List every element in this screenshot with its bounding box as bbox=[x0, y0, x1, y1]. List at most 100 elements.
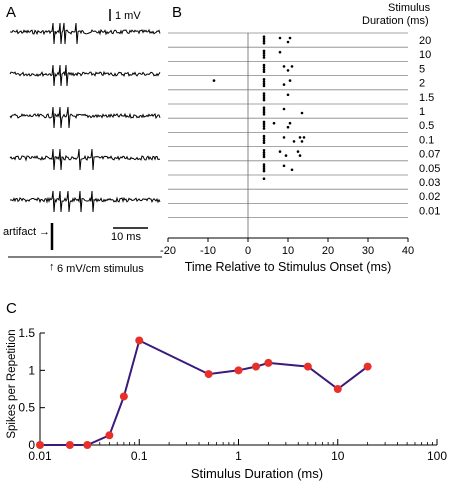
spike-dot bbox=[300, 111, 304, 115]
spike-dot bbox=[288, 121, 292, 125]
spike-dot bbox=[262, 56, 266, 59]
spike-dot bbox=[298, 154, 302, 157]
x-tick-label: 10 bbox=[331, 449, 345, 463]
legend-title-line2: Duration (ms) bbox=[362, 15, 429, 27]
spike-dot bbox=[262, 35, 266, 38]
y-tick-label: 1.5 bbox=[18, 326, 35, 340]
row-label: 0.5 bbox=[419, 120, 434, 132]
trace-group bbox=[9, 22, 161, 213]
spike-dot bbox=[262, 42, 266, 45]
x-tick-label: -20 bbox=[160, 245, 176, 257]
line-chart-series bbox=[36, 336, 372, 449]
artifact-arrow-icon: → bbox=[39, 226, 50, 238]
data-point bbox=[105, 431, 114, 440]
artifact-label: artifact bbox=[3, 226, 36, 238]
spike-dot bbox=[302, 136, 306, 139]
data-point bbox=[119, 392, 128, 401]
panel-c-letter: C bbox=[6, 300, 17, 317]
data-point bbox=[333, 385, 342, 393]
row-label: 0.01 bbox=[419, 205, 440, 217]
raster-spikes bbox=[212, 35, 306, 180]
data-point bbox=[135, 336, 144, 345]
spike-dot bbox=[262, 113, 266, 116]
panel-b-letter: B bbox=[172, 4, 182, 21]
spike-dot bbox=[262, 96, 266, 100]
spike-dot bbox=[282, 107, 286, 111]
spike-dot bbox=[262, 151, 266, 154]
spike-dot bbox=[262, 63, 266, 67]
spike-dot bbox=[262, 149, 266, 152]
row-label: 1 bbox=[419, 106, 425, 118]
spike-dot bbox=[286, 125, 290, 129]
stimulus-arrow-icon: ↑ bbox=[49, 261, 55, 273]
spike-dot bbox=[262, 163, 266, 166]
x-tick-label: 30 bbox=[362, 245, 374, 257]
spike-dot bbox=[262, 137, 266, 140]
data-point bbox=[303, 362, 312, 371]
voltage-trace bbox=[9, 64, 161, 87]
spike-dot bbox=[262, 82, 266, 85]
x-tick-label: 0.1 bbox=[131, 449, 148, 463]
spike-dot bbox=[292, 140, 296, 143]
spike-dot bbox=[262, 122, 266, 126]
row-label: 0.07 bbox=[419, 149, 440, 161]
spike-dot bbox=[262, 51, 266, 55]
raster-rows: 20 10 5 2 1.5 1 0.5 0.1 0.07 0.05 0.03 0.02 0.01 bbox=[168, 32, 440, 238]
spike-dot bbox=[288, 79, 292, 82]
raster-x-axis: -20 -10 0 10 20 30 40 bbox=[160, 237, 414, 257]
spike-dot bbox=[282, 164, 286, 168]
spike-dot bbox=[262, 66, 266, 69]
spike-dot bbox=[262, 54, 266, 57]
panel-a-letter: A bbox=[6, 4, 16, 21]
spike-dot bbox=[282, 65, 286, 68]
spike-dot bbox=[262, 169, 266, 173]
spike-dot bbox=[262, 165, 266, 168]
spike-dot bbox=[262, 108, 266, 112]
x-tick-label: 40 bbox=[402, 245, 414, 257]
x-tick-label: 100 bbox=[427, 449, 447, 463]
spike-dot bbox=[262, 92, 266, 95]
spike-dot bbox=[282, 136, 286, 139]
spike-dot bbox=[212, 79, 216, 82]
voltage-trace bbox=[10, 22, 161, 45]
x-tick-label: 0 bbox=[245, 245, 251, 257]
spike-dot bbox=[278, 50, 282, 54]
data-point bbox=[234, 366, 243, 375]
spike-dot bbox=[262, 39, 266, 43]
spike-dot bbox=[262, 68, 266, 71]
spike-dot bbox=[262, 155, 266, 159]
series-line bbox=[40, 339, 369, 446]
x-tick-label: -10 bbox=[200, 245, 216, 257]
raster-plot: Stimulus Duration (ms) 20 10 5 2 1.5 1 0.5 0.1 0… bbox=[160, 2, 440, 274]
data-point bbox=[264, 358, 273, 367]
spike-dot bbox=[262, 98, 266, 102]
spike-dot bbox=[262, 80, 266, 83]
row-label: 0.1 bbox=[419, 134, 434, 146]
spike-dot bbox=[300, 140, 304, 143]
data-point bbox=[36, 441, 44, 449]
spike-dot bbox=[262, 127, 266, 130]
line-x-axis-label: Stimulus Duration (ms) bbox=[191, 466, 323, 481]
raster-x-axis-label: Time Relative to Stimulus Onset (ms) bbox=[185, 260, 392, 274]
data-point bbox=[65, 441, 74, 449]
spike-dot bbox=[286, 69, 290, 72]
spike-dot bbox=[262, 70, 266, 73]
y-tick-label: 0.5 bbox=[18, 401, 35, 415]
spike-dot bbox=[262, 84, 266, 88]
spike-dot bbox=[262, 78, 266, 81]
time-scale-label: 10 ms bbox=[111, 231, 141, 243]
x-tick-label: 20 bbox=[322, 245, 334, 257]
spike-dot bbox=[278, 36, 282, 40]
y-tick-label: 0 bbox=[28, 438, 35, 452]
row-label: 10 bbox=[419, 49, 431, 61]
voltage-trace bbox=[9, 148, 160, 171]
y-tick-label: 1 bbox=[28, 363, 35, 377]
spike-dot bbox=[290, 168, 294, 172]
x-tick-label: 1 bbox=[235, 449, 242, 463]
data-point bbox=[204, 370, 213, 379]
spike-dot bbox=[282, 83, 286, 86]
row-label: 1.5 bbox=[419, 92, 434, 104]
data-point bbox=[251, 362, 260, 371]
spike-dot bbox=[262, 120, 266, 124]
spike-dot bbox=[298, 136, 302, 139]
